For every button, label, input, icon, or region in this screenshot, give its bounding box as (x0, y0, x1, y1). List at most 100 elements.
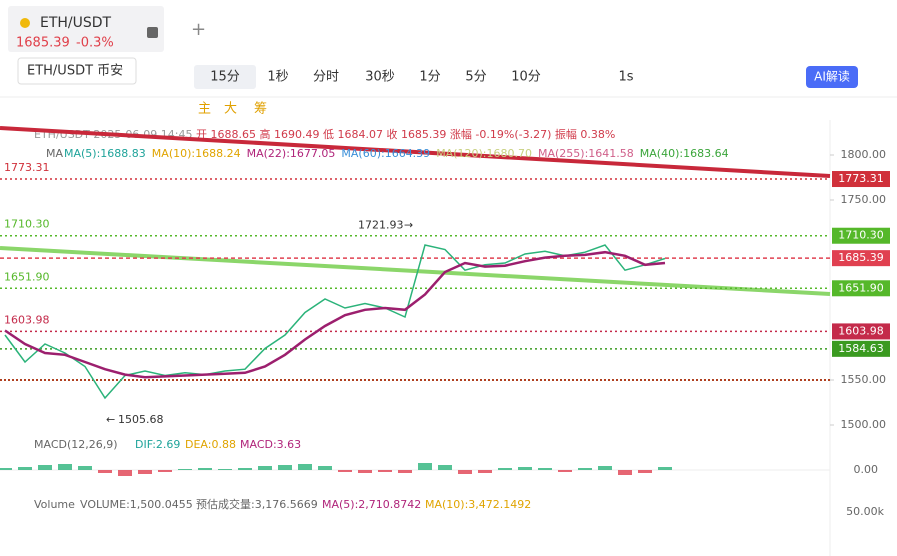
tool-chip[interactable]: 筹 (254, 101, 267, 117)
trendline-green (0, 246, 831, 296)
macd-bar (258, 466, 272, 470)
macd-bar (98, 470, 112, 473)
macd-bar (658, 467, 672, 470)
vol-est: 预估成交量:3,176.5669 (196, 497, 318, 511)
ma-item: MA(5):1688.83 (64, 147, 146, 160)
macd-bar (518, 467, 532, 470)
coin-icon (20, 18, 30, 28)
macd-bar (458, 470, 472, 474)
interval[interactable]: 30秒 (365, 70, 395, 85)
macd-bar (158, 470, 172, 472)
macd-title: MACD(12,26,9) (34, 438, 118, 451)
ma-item: MA(22):1677.05 (247, 147, 336, 160)
macd-bar (438, 465, 452, 470)
tool-main[interactable]: 主 (198, 102, 211, 117)
macd-bar (398, 470, 412, 473)
ma-item: MA(60):1664.39 (341, 147, 430, 160)
high-label: 1721.93 (358, 218, 404, 231)
macd-dif: DIF:2.69 (135, 438, 180, 451)
macd-bar (478, 470, 492, 473)
macd-bar (618, 470, 632, 475)
vol-ma10: MA(10):3,472.1492 (425, 498, 531, 511)
macd-bar (578, 468, 592, 470)
level-left-label: 1710.30 (4, 218, 50, 231)
price-line (4, 250, 666, 379)
macd-bar (318, 466, 332, 470)
level-tag (832, 171, 890, 188)
interval[interactable]: 10分 (511, 70, 541, 85)
ai-button[interactable] (806, 66, 858, 88)
ma-item: MA(40):1683.64 (640, 147, 729, 160)
macd-dea: DEA:0.88 (185, 438, 236, 451)
interval-1s[interactable]: 1s (618, 70, 633, 85)
macd-bar (218, 469, 232, 470)
ma-item: MA(120):1680.70 (436, 147, 532, 160)
vol-tick: 50.00k (846, 505, 884, 518)
macd-zero-label: 0.00 (854, 463, 879, 476)
tool-big[interactable]: 大 (224, 102, 237, 117)
level-tag (832, 227, 890, 244)
level-left-label: 1773.31 (4, 161, 50, 174)
macd-bar (138, 470, 152, 474)
price-pane: 1800.00 1750.00 1550.00 1500.00 1773.31 1773.… (0, 148, 890, 431)
interval[interactable]: 1分 (419, 70, 440, 85)
high-arrow: → (404, 218, 413, 231)
level-tag-label: 1685.39 (838, 251, 884, 264)
macd-bar (18, 467, 32, 470)
level-tag (832, 280, 890, 297)
y-tick-label: 1750.00 (841, 193, 887, 206)
low-arrow: ← (106, 413, 115, 426)
y-tick-label: 1550.00 (841, 373, 887, 386)
macd-bar (278, 465, 292, 470)
level-tag-label: 1584.63 (838, 342, 884, 355)
level-tag-label: 1773.31 (838, 172, 884, 185)
tooltip (17, 57, 137, 85)
macd-bar (178, 469, 192, 470)
macd-bar (598, 466, 612, 470)
active-interval (194, 65, 256, 89)
tab-change: -0.3% (76, 36, 114, 51)
macd-bar (638, 470, 652, 473)
y-tick-label: 1800.00 (841, 148, 887, 161)
level-tag-label: 1710.30 (838, 229, 884, 242)
macd-bar (118, 470, 132, 476)
vol-value: VOLUME:1,500.0455 (80, 498, 193, 511)
macd-bar (238, 468, 252, 470)
macd-bar (198, 468, 212, 470)
tab[interactable] (8, 6, 164, 52)
ai-label: AI解读 (814, 70, 850, 84)
level-left-label: 1603.98 (4, 313, 50, 326)
interval[interactable]: 1秒 (267, 70, 288, 85)
macd-bar (418, 463, 432, 470)
macd-bar (298, 464, 312, 470)
macd-bar (378, 470, 392, 472)
interval[interactable]: 5分 (465, 70, 486, 85)
macd-bar (338, 470, 352, 472)
macd-bar (538, 468, 552, 470)
macd-bar (78, 466, 92, 470)
interval[interactable]: 分时 (313, 70, 339, 85)
ma-label: MA (46, 147, 63, 160)
level-left-label: 1651.90 (4, 270, 50, 283)
close-tab[interactable] (147, 27, 158, 38)
tab-price: 1685.39 (16, 36, 70, 51)
interval[interactable]: 15分 (210, 70, 240, 85)
tab-symbol: ETH/USDT (40, 15, 112, 31)
low-label: 1505.68 (118, 413, 164, 426)
macd-bar (558, 470, 572, 472)
new-tab[interactable]: + (191, 19, 206, 40)
macd-val: MACD:3.63 (240, 438, 301, 451)
price-line (4, 244, 666, 400)
macd-bar (358, 470, 372, 473)
trendline-red (0, 126, 831, 178)
level-tag-label: 1603.98 (838, 324, 884, 337)
info-ohlc: 开 1688.65 高 1690.49 低 1684.07 收 1685.39 … (196, 127, 615, 141)
level-tag (832, 340, 890, 357)
vol-ma5: MA(5):2,710.8742 (322, 498, 421, 511)
y-tick-label: 1500.00 (841, 418, 887, 431)
level-tag (832, 323, 890, 340)
macd-bar (58, 464, 72, 470)
level-tag-label: 1651.90 (838, 281, 884, 294)
